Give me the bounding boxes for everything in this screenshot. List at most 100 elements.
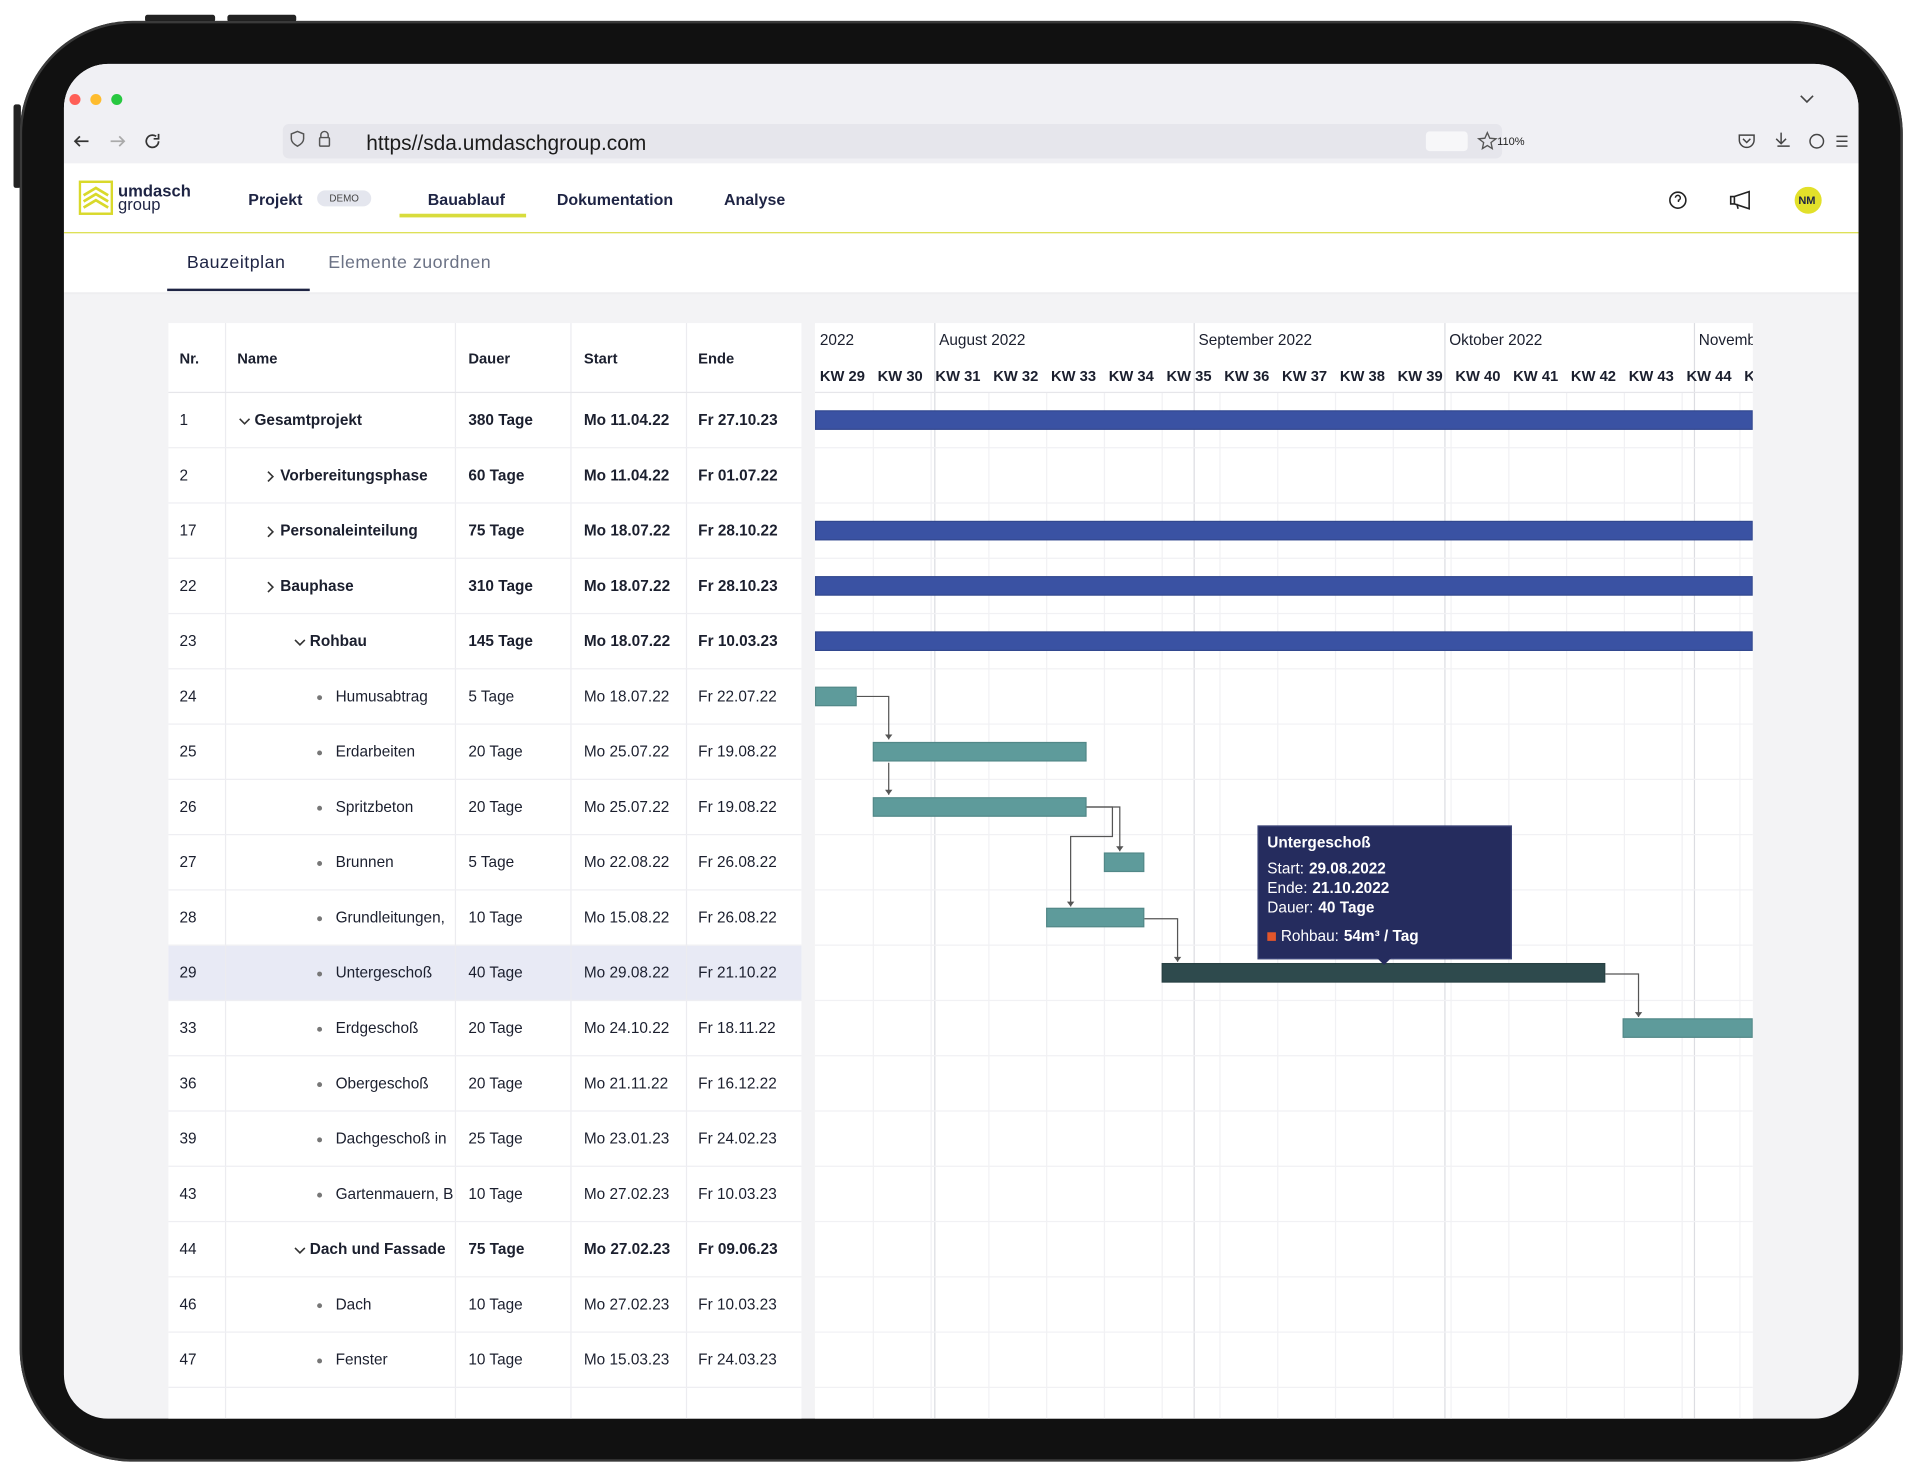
task-name[interactable]: Bauphase — [280, 576, 354, 594]
task-name[interactable]: Dach und Fassade — [309, 1239, 446, 1258]
maximize-dot[interactable] — [111, 93, 123, 106]
week-gridline — [988, 393, 990, 1419]
column-header: Ende — [698, 350, 735, 368]
task-name[interactable]: Humusabtrag — [335, 687, 428, 705]
forward-button[interactable] — [110, 135, 126, 147]
expand-toggle[interactable] — [263, 525, 278, 540]
task-name[interactable]: Erdgeschoß — [335, 1018, 419, 1037]
start-date: Mo 18.07.22 — [583, 631, 671, 650]
task-name[interactable]: Erdarbeiten — [335, 742, 416, 760]
task-bar[interactable] — [814, 520, 1753, 541]
url-text: https//sda.umdaschgroup.com — [366, 131, 647, 155]
tabs-menu[interactable] — [1800, 95, 1814, 104]
bullet — [317, 915, 323, 921]
start-date: Mo 18.07.22 — [583, 687, 670, 705]
task-name[interactable]: Grundleitungen, — [335, 908, 445, 926]
end-date: Fr 18.11.22 — [698, 1018, 776, 1037]
header-icons — [1669, 186, 1822, 214]
avatar[interactable] — [1794, 186, 1822, 214]
task-bar[interactable] — [814, 686, 857, 707]
task-bar[interactable] — [814, 631, 1753, 651]
task-bar[interactable] — [872, 741, 1087, 762]
arrow-head — [885, 734, 893, 740]
task-name[interactable]: Gesamtprojekt — [254, 410, 363, 429]
minimize-dot[interactable] — [90, 93, 102, 106]
row-divider — [168, 1276, 802, 1278]
reload-button[interactable] — [145, 133, 160, 149]
task-name[interactable]: Dachgeschoß in — [335, 1129, 447, 1147]
week-gridline — [1103, 393, 1106, 1419]
task-name[interactable]: Rohbau — [309, 631, 367, 650]
collapse-toggle[interactable] — [237, 415, 252, 430]
collapse-toggle[interactable] — [293, 636, 308, 651]
bullet — [317, 970, 323, 976]
tooltip-value: 40 Tage — [1318, 899, 1375, 917]
task-name[interactable]: Fenster — [335, 1350, 388, 1368]
task-bar[interactable] — [1622, 1018, 1753, 1038]
bullet — [317, 1081, 323, 1087]
logo-text: group — [118, 195, 161, 214]
back-button[interactable] — [73, 135, 89, 147]
bookmark-star[interactable] — [1476, 130, 1498, 151]
pocket-icon[interactable] — [1738, 134, 1755, 149]
account-icon[interactable] — [1809, 133, 1825, 149]
duration: 20 Tage — [468, 742, 523, 760]
row-gridline — [814, 1055, 1753, 1057]
nav-link[interactable]: Analyse — [723, 190, 786, 209]
task-name[interactable]: Vorbereitungsphase — [280, 466, 428, 484]
expand-toggle[interactable] — [263, 580, 278, 595]
row-gridline — [814, 778, 1753, 780]
task-bar[interactable] — [814, 410, 1753, 430]
expand-toggle[interactable] — [263, 470, 278, 485]
subtab[interactable]: Elemente zuordnen — [328, 253, 492, 273]
subtab[interactable]: Bauzeitplan — [186, 253, 286, 273]
task-name[interactable]: Personaleinteilung — [280, 521, 418, 539]
duration: 20 Tage — [468, 797, 523, 815]
tooltip-label: Dauer: — [1267, 899, 1314, 917]
arrow-head — [1173, 956, 1182, 962]
week-label: KW 31 — [935, 367, 981, 385]
legend-swatch — [1267, 932, 1276, 941]
zoom-badge[interactable] — [1425, 131, 1468, 152]
week-gridline — [930, 393, 932, 1419]
tooltip-label: Start: — [1267, 859, 1305, 878]
nav-link[interactable]: Dokumentation — [556, 190, 674, 209]
duration: 5 Tage — [468, 853, 515, 871]
task-name[interactable]: Brunnen — [335, 853, 394, 871]
task-name[interactable]: Obergeschoß — [335, 1074, 429, 1092]
nav-link[interactable]: Bauablauf — [427, 190, 506, 209]
task-name[interactable]: Gartenmauern, B — [335, 1184, 454, 1202]
week-label: KW 36 — [1224, 367, 1270, 385]
task-bar[interactable] — [1046, 907, 1145, 928]
row-divider — [168, 1386, 802, 1388]
menu-icon[interactable] — [1836, 135, 1848, 147]
task-bar[interactable] — [814, 576, 1753, 596]
task-bar[interactable] — [1103, 852, 1145, 873]
row-gridline — [814, 557, 1753, 559]
week-label: KW 29 — [819, 367, 865, 385]
download-icon[interactable] — [1775, 132, 1790, 147]
close-dot[interactable] — [69, 93, 81, 106]
collapse-toggle[interactable] — [293, 1244, 308, 1259]
nav-link[interactable]: Projekt — [248, 190, 303, 209]
tooltip-label: Rohbau: — [1280, 927, 1339, 945]
tooltip-title: Untergeschoß — [1267, 834, 1371, 852]
row-number: 46 — [179, 1295, 197, 1313]
week-label: KW 42 — [1570, 367, 1617, 385]
task-name[interactable]: Dach — [335, 1295, 372, 1313]
start-date: Mo 29.08.22 — [583, 963, 670, 981]
help-icon[interactable] — [1669, 191, 1687, 209]
url-bar[interactable] — [282, 124, 1503, 159]
row-number: 24 — [179, 687, 197, 705]
task-name[interactable]: Spritzbeton — [335, 797, 414, 815]
task-name[interactable]: Untergeschoß — [335, 963, 433, 981]
announce-icon[interactable] — [1729, 190, 1750, 210]
end-date: Fr 10.03.23 — [698, 1184, 777, 1202]
row-divider — [168, 1110, 802, 1112]
demo-badge: DEMO — [329, 192, 359, 204]
row-number: 23 — [179, 631, 197, 650]
task-bar[interactable] — [872, 797, 1087, 817]
start-date: Mo 27.02.23 — [583, 1239, 671, 1258]
dependency-line — [1144, 918, 1179, 962]
